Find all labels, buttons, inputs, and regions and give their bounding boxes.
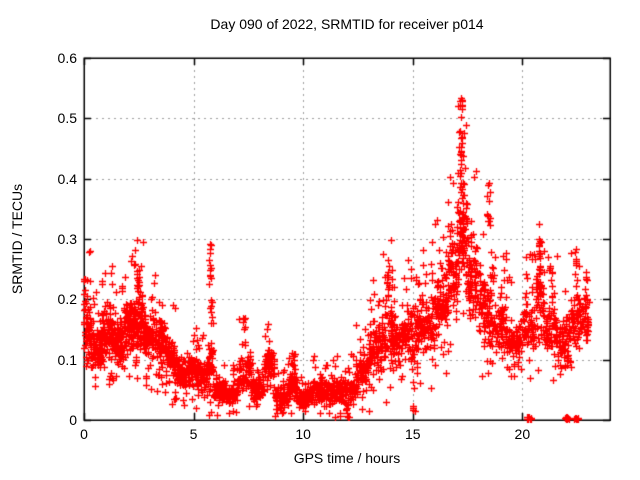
chart-title: Day 090 of 2022, SRMTID for receiver p01… [210,16,484,32]
x-tick-label: 5 [189,426,198,442]
y-tick-label: 0.4 [57,170,77,187]
y-tick-label: 0.2 [57,291,77,308]
x-tick-label: 0 [80,426,88,442]
x-axis-label: GPS time / hours [293,450,401,466]
x-tick-label: 20 [514,426,531,442]
y-tick-label: 0.5 [57,110,77,127]
y-tick-label: 0.3 [57,231,77,247]
y-tick-label: 0.6 [57,50,77,66]
y-tick-label: 0.1 [57,351,77,368]
x-tick-label: 10 [295,426,311,442]
x-tick-label: 15 [404,426,421,442]
y-tick-label: 0 [69,412,77,428]
y-axis-label: SRMTID / TECUs [9,183,25,295]
